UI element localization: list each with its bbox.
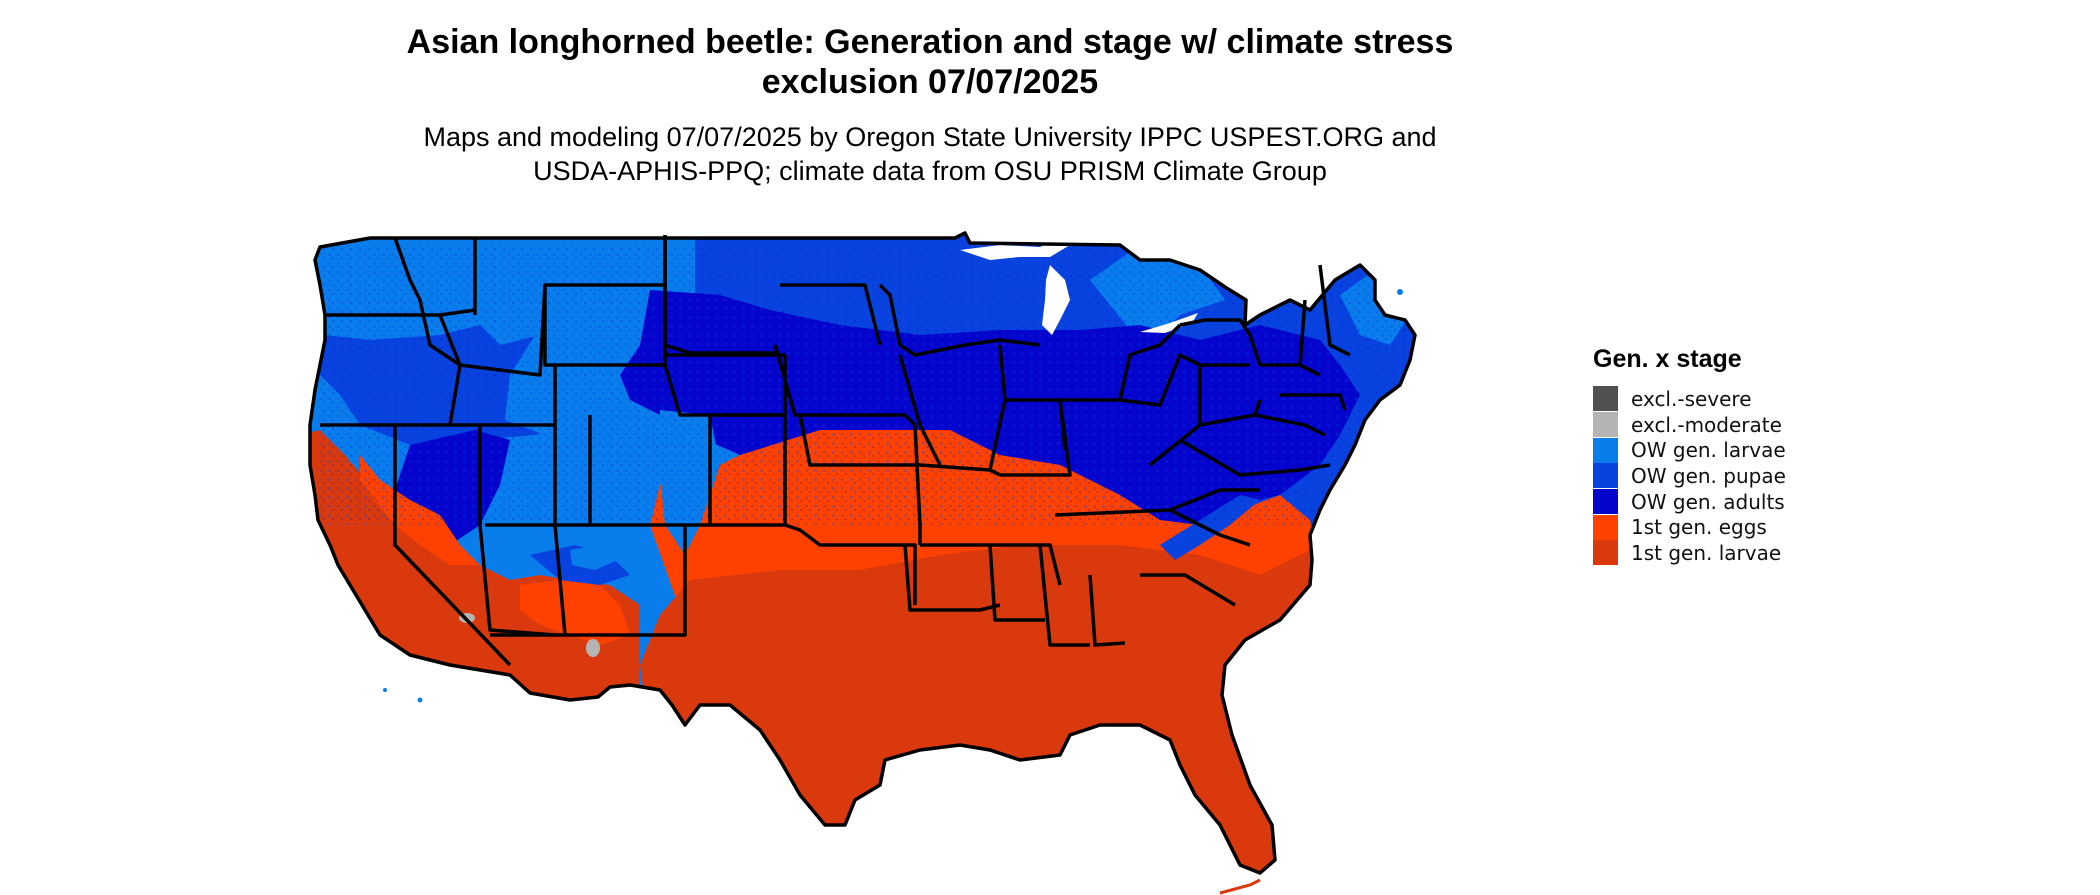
- legend: Gen. x stage excl.-severe excl.-moderate…: [1593, 345, 1786, 566]
- legend-swatch: [1593, 437, 1618, 463]
- legend-label: OW gen. pupae: [1631, 463, 1786, 488]
- legend-item-ow-larvae: OW gen. larvae: [1593, 437, 1786, 463]
- legend-title: Gen. x stage: [1593, 345, 1742, 373]
- zone-1st-gen-eggs-az: [520, 580, 630, 645]
- title-line-2: exclusion 07/07/2025: [761, 63, 1099, 101]
- map-subtitle: Maps and modeling 07/07/2025 by Oregon S…: [310, 120, 1550, 188]
- legend-item-1st-gen-larvae: 1st gen. larvae: [1593, 540, 1786, 566]
- state-borders: [308, 231, 1417, 875]
- florida-keys: [1219, 878, 1261, 895]
- legend-swatch: [1593, 514, 1618, 540]
- us-map: [308, 231, 1417, 895]
- subtitle-line-2: USDA-APHIS-PPQ; climate data from OSU PR…: [533, 156, 1327, 186]
- title-line-1: Asian longhorned beetle: Generation and …: [406, 23, 1454, 61]
- map-header: Asian longhorned beetle: Generation and …: [310, 22, 1550, 188]
- lake-michigan: [1042, 265, 1070, 335]
- legend-label: excl.-severe: [1631, 386, 1752, 411]
- legend-swatch: [1593, 540, 1618, 566]
- legend-swatch: [1593, 489, 1618, 515]
- legend-label: 1st gen. larvae: [1631, 540, 1782, 565]
- legend-item-1st-gen-eggs: 1st gen. eggs: [1593, 514, 1786, 540]
- map-title: Asian longhorned beetle: Generation and …: [310, 22, 1550, 102]
- zone-1st-gen-larvae: [640, 545, 1415, 873]
- lake-superior: [960, 237, 1070, 260]
- stage-zones: [310, 233, 1415, 873]
- legend-label: 1st gen. eggs: [1631, 515, 1767, 540]
- legend-item-excl-severe: excl.-severe: [1593, 386, 1786, 412]
- legend-swatch: [1593, 386, 1618, 412]
- legend-label: excl.-moderate: [1631, 412, 1782, 437]
- legend-label: OW gen. larvae: [1631, 438, 1786, 463]
- legend-item-ow-pupae: OW gen. pupae: [1593, 463, 1786, 489]
- legend-item-ow-adults: OW gen. adults: [1593, 489, 1786, 515]
- legend-label: OW gen. adults: [1631, 489, 1785, 514]
- subtitle-line-1: Maps and modeling 07/07/2025 by Oregon S…: [423, 122, 1437, 152]
- legend-item-excl-moderate: excl.-moderate: [1593, 412, 1786, 438]
- islands: [383, 289, 1403, 703]
- lake-erie: [1140, 313, 1198, 333]
- zone-excl-moderate-2: [586, 639, 600, 657]
- legend-swatch: [1593, 463, 1618, 489]
- legend-swatch: [1593, 412, 1618, 438]
- zone-ow-larvae-az-rim: [570, 545, 618, 570]
- zone-texture: [320, 245, 1415, 525]
